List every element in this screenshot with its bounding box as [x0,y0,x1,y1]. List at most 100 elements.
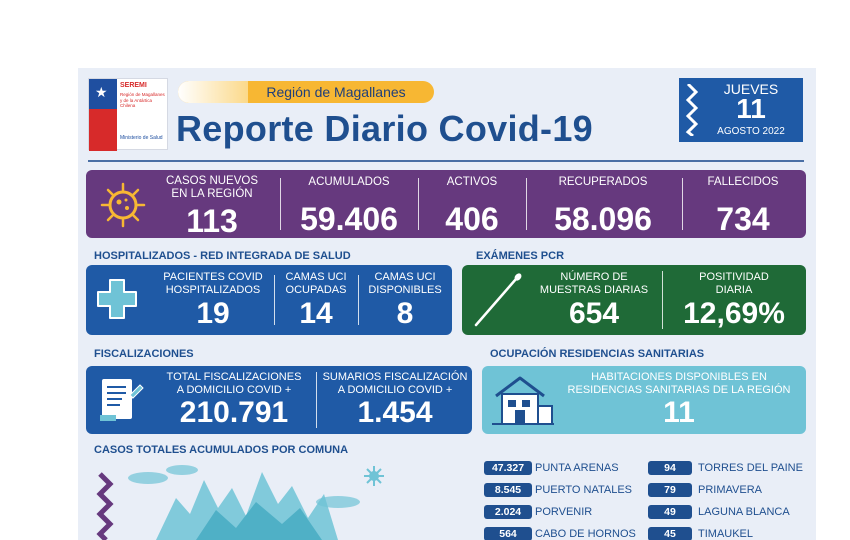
title-divider [88,160,804,162]
stat-value: 11 [663,396,695,429]
section-title-fiscalizaciones: FISCALIZACIONES [94,348,194,360]
comuna-count: 79 [648,483,692,497]
comuna-name: PRIMAVERA [698,484,762,496]
hospitalizados-panel: PACIENTES COVID HOSPITALIZADOS 19 CAMAS … [86,265,452,335]
section-title-residencias: OCUPACIÓN RESIDENCIAS SANITARIAS [490,348,705,360]
stat-value: 1.454 [357,396,433,429]
fisc-sumarios: SUMARIOS FISCALIZACIÓN A DOMICILIO COVID… [320,366,470,434]
comuna-name: TIMAUKEL [698,528,754,540]
stat-label-line-2: RESIDENCIAS SANITARIAS DE LA REGIÓN [567,384,791,396]
comuna-name: PUERTO NATALES [535,484,632,496]
stat-label-line-1: CASOS NUEVOS [165,175,259,187]
stat-label-line-1: POSITIVIDAD [699,271,769,283]
comuna-count: 564 [484,527,532,540]
stat-label: ACTIVOS [446,176,498,188]
stats-bar: CASOS NUEVOS EN LA REGIÓN 113 ACUMULADOS… [86,170,806,239]
stat-label-line-2: OCUPADAS [285,284,347,296]
stat-value: 734 [716,201,770,237]
comuna-count: 49 [648,505,692,519]
pcr-panel: NÚMERO DE MUESTRAS DIARIAS 654 POSITIVID… [462,265,806,335]
section-title-hospitalizados: HOSPITALIZADOS - RED INTEGRADA DE SALUD [94,250,351,262]
document-icon [100,379,144,421]
fisc-total: TOTAL FISCALIZACIONES A DOMICILIO COVID … [156,366,312,434]
comuna-name: CABO DE HORNOS [535,528,636,540]
stat-value: 59.406 [300,201,398,237]
stat-label-line-2: HOSPITALIZADOS [165,284,261,296]
comuna-count: 47.327 [484,461,532,475]
swab-icon [474,273,522,327]
stat-label-line-2: DIARIA [715,284,753,296]
comuna-name: PUNTA ARENAS [535,462,619,474]
stat-label: SUMARIOS FISCALIZACIÓN A DOMICILIO COVID… [320,371,470,397]
stat-label-line-2: A DOMICILIO COVID + [176,384,292,396]
region-label: Región de Magallanes [266,84,406,100]
stat-value: 113 [186,203,238,239]
hosp-uci-ocupadas: CAMAS UCI OCUPADAS 14 [278,265,354,335]
stat-value: 12,69% [683,297,785,330]
comuna-name: LAGUNA BLANCA [698,506,790,518]
landscape-illustration [96,465,384,540]
stat-label: FALLECIDOS [707,176,779,188]
medical-cross-icon [97,279,137,319]
stat-label-line-1: CAMAS UCI [374,271,436,283]
stat-value: 406 [445,201,499,237]
comuna-name: TORRES DEL PAINE [698,462,803,474]
date-badge: JUEVES 11 AGOSTO 2022 [679,78,803,142]
section-title-pcr: EXÁMENES PCR [476,250,565,262]
stat-label: CASOS NUEVOS EN LA REGIÓN [148,175,276,201]
stat-recuperados: RECUPERADOS 58.096 [528,170,678,238]
report-poster: ★ SEREMI Región de Magallanes y de la An… [78,68,816,540]
comuna-count: 45 [648,527,692,540]
stat-label: POSITIVIDAD DIARIA [666,271,802,297]
stat-value: 14 [299,297,333,330]
logo-org: Región de Magallanes y de la Antártica C… [120,92,165,108]
pcr-muestras: NÚMERO DE MUESTRAS DIARIAS 654 [532,265,656,335]
stat-label-line-1: SUMARIOS FISCALIZACIÓN [322,371,468,383]
stat-label-line-2: A DOMICILIO COVID + [337,384,453,396]
stat-value: 654 [568,297,620,330]
stat-label-line-1: TOTAL FISCALIZACIONES [166,371,302,383]
comuna-count: 94 [648,461,692,475]
house-icon [492,376,554,425]
stat-label: NÚMERO DE MUESTRAS DIARIAS [532,271,656,297]
stat-label-line-1: HABITACIONES DISPONIBLES EN [591,371,767,383]
stat-label-line-2: MUESTRAS DIARIAS [539,284,649,296]
stat-value: 19 [196,297,230,330]
comuna-name: PORVENIR [535,506,593,518]
stat-value: 210.791 [179,396,289,429]
stat-label: HABITACIONES DISPONIBLES EN RESIDENCIAS … [562,371,796,397]
seremi-logo: ★ SEREMI Región de Magallanes y de la An… [88,78,168,151]
comuna-count: 8.545 [484,483,532,497]
date-month-year: AGOSTO 2022 [717,126,785,137]
virus-icon [100,182,146,228]
pcr-positividad: POSITIVIDAD DIARIA 12,69% [666,265,802,335]
stat-value: 58.096 [554,201,652,237]
stat-label: CAMAS UCI OCUPADAS [278,271,354,297]
stat-label-line-1: PACIENTES COVID [163,271,263,283]
region-badge: Región de Magallanes [178,81,434,103]
stat-acumulados: ACUMULADOS 59.406 [282,170,416,238]
stat-fallecidos: FALLECIDOS 734 [684,170,802,238]
stat-label: CAMAS UCI DISPONIBLES [362,271,448,297]
stat-label: PACIENTES COVID HOSPITALIZADOS [156,271,270,297]
stat-value: 8 [396,297,414,330]
stat-label: RECUPERADOS [558,176,648,188]
stat-label-line-2: DISPONIBLES [368,284,442,296]
stat-activos: ACTIVOS 406 [420,170,524,238]
flag-red [89,109,117,151]
stat-label: ACUMULADOS [308,176,390,188]
zigzag-icon [685,84,699,136]
page-title: Reporte Diario Covid-19 [176,108,593,149]
stat-label-line-2: EN LA REGIÓN [171,188,253,200]
hosp-uci-disponibles: CAMAS UCI DISPONIBLES 8 [362,265,448,335]
star-icon: ★ [95,84,108,100]
stat-label: TOTAL FISCALIZACIONES A DOMICILIO COVID … [156,371,312,397]
date-number: 11 [736,93,766,124]
stat-label-line-1: CAMAS UCI [285,271,347,283]
logo-ministry: Ministerio de Salud [120,135,163,141]
residencias-panel: HABITACIONES DISPONIBLES EN RESIDENCIAS … [482,366,806,434]
section-title-comunas: CASOS TOTALES ACUMULADOS POR COMUNA [94,444,349,456]
fiscalizaciones-panel: TOTAL FISCALIZACIONES A DOMICILIO COVID … [86,366,472,434]
date-day: JUEVES [723,81,779,97]
stat-casos-nuevos: CASOS NUEVOS EN LA REGIÓN 113 [148,170,276,239]
